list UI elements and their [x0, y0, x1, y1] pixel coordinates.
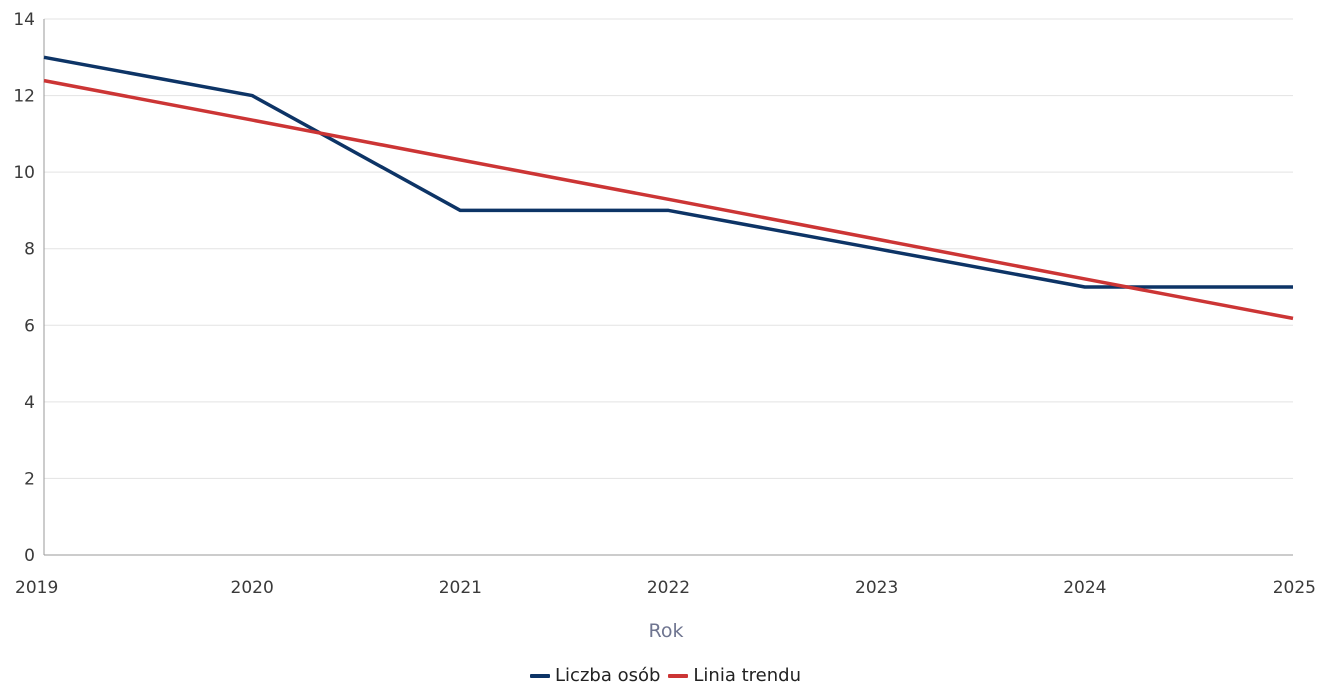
y-tick-label: 10 — [13, 163, 35, 183]
legend-swatch-series-0 — [530, 673, 551, 678]
y-tick-label: 4 — [24, 393, 35, 413]
x-tick-label: 2022 — [647, 578, 690, 598]
legend-item-series-0: Liczba osób — [530, 665, 660, 686]
y-tick-label: 2 — [24, 469, 35, 489]
x-tick-label: 2025 — [1273, 578, 1316, 598]
y-tick-label: 8 — [24, 240, 35, 260]
axes — [43, 19, 1293, 556]
x-tick-label: 2023 — [855, 578, 898, 598]
legend-swatch-series-1 — [668, 673, 689, 678]
gridlines — [44, 18, 1293, 479]
x-axis-title: Rok — [649, 620, 684, 642]
x-tick-label: 2019 — [15, 578, 58, 598]
legend-label-series-0: Liczba osób — [555, 665, 661, 686]
series-lines — [43, 55, 1294, 321]
x-tick-label: 2021 — [439, 578, 482, 598]
series-line-1 — [43, 78, 1294, 321]
legend-item-series-1: Linia trendu — [668, 665, 801, 686]
y-tick-label: 0 — [24, 546, 35, 566]
x-tick-label: 2024 — [1063, 578, 1106, 598]
legend: Liczba osób Linia trendu — [0, 665, 1331, 686]
y-tick-label: 14 — [13, 10, 35, 30]
legend-label-series-1: Linia trendu — [693, 665, 801, 686]
x-tick-label: 2020 — [231, 578, 274, 598]
y-tick-label: 12 — [13, 87, 35, 107]
tick-labels: 0 2 4 6 8 10 12 14 2019 2020 2021 2022 2023 2024 2025 — [13, 10, 1316, 598]
y-tick-label: 6 — [24, 316, 35, 336]
